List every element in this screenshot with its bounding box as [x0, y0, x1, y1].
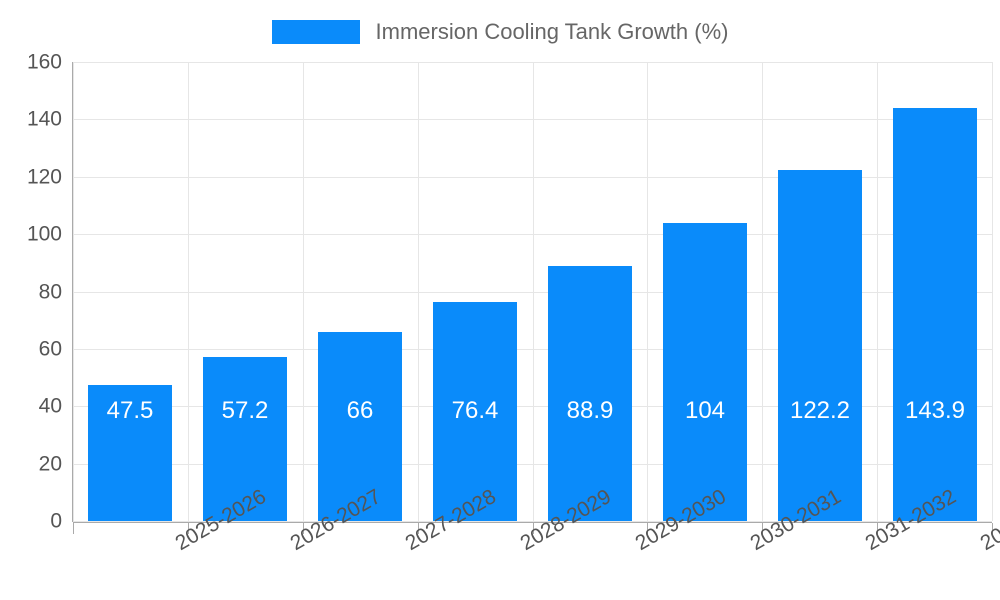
- x-axis-tick-label: 2027-2028: [402, 485, 500, 555]
- x-axis-tick-mark: [762, 523, 763, 534]
- gridline-vertical: [647, 62, 648, 521]
- gridline-vertical: [533, 62, 534, 521]
- bar-value-label: 104: [684, 397, 726, 424]
- x-axis-tick-mark: [877, 523, 878, 534]
- y-axis-tick-label: 60: [38, 337, 62, 361]
- x-axis-tick-mark: [418, 523, 419, 534]
- x-axis-tick-label: 2025-2026: [172, 485, 270, 555]
- y-axis-tick-label: 20: [38, 452, 62, 476]
- x-axis-tick-label: 2032-2033: [976, 484, 1000, 556]
- x-axis-tick-mark: [992, 523, 993, 534]
- bar[interactable]: 104: [663, 222, 747, 521]
- gridline-vertical: [762, 62, 763, 521]
- legend-label-immersion-cooling[interactable]: Immersion Cooling Tank Growth (%): [375, 19, 729, 44]
- x-axis-tick-mark: [533, 523, 534, 534]
- gridline-horizontal: [73, 291, 992, 293]
- bar[interactable]: 76.4: [433, 301, 517, 521]
- plot-area: 47.5 57.2 66 76.4 88.9 104 122.2 143.9: [73, 62, 993, 522]
- bar-value-label: 88.9: [566, 397, 614, 424]
- legend-swatch-immersion-cooling[interactable]: [271, 20, 360, 44]
- gridline-vertical: [877, 62, 878, 521]
- y-axis-tick-label: 0: [50, 509, 62, 533]
- bar-value-label: 47.5: [106, 397, 154, 424]
- gridline-horizontal: [73, 521, 992, 522]
- bar[interactable]: 57.2: [203, 356, 287, 521]
- chart-legend: Immersion Cooling Tank Growth (%): [0, 14, 1000, 50]
- gridline-vertical: [73, 62, 74, 521]
- bar[interactable]: 47.5: [88, 384, 172, 521]
- bar-value-label: 76.4: [451, 397, 499, 424]
- x-axis-line: [73, 521, 992, 523]
- y-axis-tick-label: 140: [26, 107, 62, 131]
- x-axis-tick-label: 2026-2027: [287, 485, 385, 555]
- x-axis-tick-label: 2028-2029: [517, 485, 615, 555]
- gridline-horizontal: [73, 119, 992, 121]
- x-axis-tick-label: 2031-2032: [861, 485, 959, 555]
- x-axis-tick-mark: [303, 523, 304, 534]
- x-axis-tick-label: 2030-2031: [746, 485, 844, 555]
- bar[interactable]: 88.9: [548, 265, 632, 521]
- gridline-vertical: [188, 62, 189, 521]
- bar-value-label: 66: [346, 397, 374, 424]
- gridline-horizontal: [73, 62, 992, 63]
- x-axis-tick-mark: [73, 523, 74, 534]
- x-axis-tick-label: 2029-2030: [631, 485, 729, 555]
- bar[interactable]: 122.2: [778, 170, 862, 521]
- gridline-vertical: [303, 62, 304, 521]
- x-axis-tick-mark: [188, 523, 189, 534]
- bar-value-label: 57.2: [221, 397, 269, 424]
- bar-value-label: 122.2: [789, 397, 851, 424]
- gridline-vertical: [418, 62, 419, 521]
- gridline-horizontal: [73, 348, 992, 350]
- bar[interactable]: 66: [318, 331, 402, 521]
- y-axis-tick-label: 80: [38, 280, 62, 303]
- gridline-horizontal: [73, 406, 992, 408]
- bar-value-label: 143.9: [904, 397, 966, 424]
- y-axis-tick-label: 120: [26, 165, 62, 189]
- y-axis-tick-label: 100: [26, 222, 62, 246]
- gridline-horizontal: [73, 234, 992, 236]
- gridline-horizontal: [73, 463, 992, 465]
- x-axis-tick-mark: [647, 523, 648, 534]
- bar[interactable]: 143.9: [893, 108, 977, 521]
- y-axis-tick-label: 160: [26, 50, 62, 74]
- y-axis-tick-label: 40: [38, 394, 62, 418]
- gridline-horizontal: [73, 176, 992, 178]
- gridline-vertical: [992, 62, 993, 521]
